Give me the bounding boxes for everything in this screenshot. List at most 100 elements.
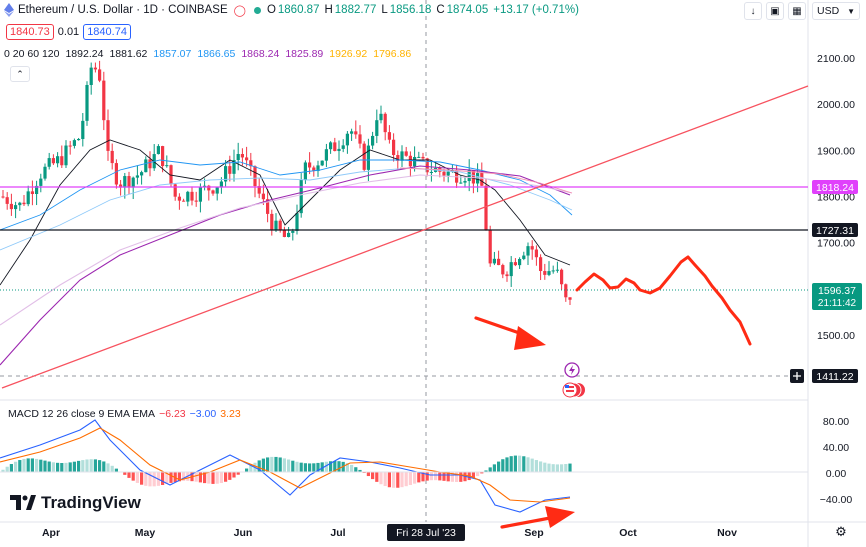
macd-histogram-bar [333,461,337,472]
candle-body [102,80,106,121]
trend-line[interactable] [1,85,809,389]
candle-body [350,131,354,134]
candle-body [358,134,362,144]
macd-histogram-bar [35,458,39,472]
macd-histogram-bar [81,460,85,472]
candle-body [404,151,408,156]
macd-legend[interactable]: MACD 12 26 close 9 EMA EMA −6.23 −3.00 3… [8,408,241,420]
macd-histogram-bar [64,462,68,472]
macd-histogram-bar [366,472,370,477]
symbol-legend[interactable]: Ethereum / U.S. Dollar · 1D · COINBASE ◯… [0,0,579,20]
macd-histogram-bar [476,472,480,477]
macd-histogram-bar [98,460,102,472]
macd-histogram-bar [194,472,198,482]
macd-histogram-bar [329,461,333,472]
candle-body [81,120,85,140]
candle-body [442,171,446,176]
camera-icon[interactable]: ▣ [766,2,784,20]
candle-body [72,140,76,146]
candlestick-series[interactable] [1,60,572,305]
candle-body [43,166,47,179]
macd-histogram-bar [400,472,404,488]
candle-body [371,135,375,146]
candle-body [547,271,551,275]
candle-body [383,113,387,133]
currency-select[interactable]: USD ▼ [812,2,860,20]
macd-histogram-bar [257,460,261,472]
macd-histogram-bar [425,472,429,481]
macd-histogram-bar [93,459,97,472]
macd-histogram-bar [249,465,253,472]
gear-icon[interactable]: ⚙ [835,524,847,539]
buy-price-button[interactable]: 1840.74 [83,24,131,40]
macd-histogram-bar [501,459,505,472]
candle-body [539,257,543,272]
candle-body [463,181,467,183]
collapse-legend-chevron-up-icon[interactable]: ⌃ [10,66,30,82]
candle-body [513,262,517,266]
macd-histogram-bar [404,472,408,487]
candle-body [177,196,181,201]
candle-body [270,213,274,231]
macd-histogram-bar [228,472,232,480]
arrow-down-icon[interactable]: ↓ [744,2,762,20]
macd-histogram-bar [434,472,438,481]
chevron-down-icon: ▼ [847,6,855,16]
candle-body [471,170,475,184]
ethereum-icon [4,3,14,17]
candle-body [379,113,383,121]
candle-body [249,160,253,167]
candle-body [568,297,572,300]
layout-icon[interactable]: ▦ [788,2,806,20]
macd-axis[interactable]: 80.00 40.00 0.00 −40.00 [820,416,853,506]
red-arrow-annotation[interactable] [474,316,546,350]
macd-histogram-bar [539,461,543,472]
candle-body [555,269,559,271]
candle-body [232,160,236,174]
candle-body [257,186,261,194]
candle-body [291,230,295,233]
black-line-price-tag: 1727.31 [812,223,858,237]
tradingview-logo[interactable]: TradingView [10,493,141,513]
candle-body [194,200,198,202]
candle-body [60,156,64,166]
price-tick-label: 1800.00 [817,192,855,204]
price-change: +13.17 (+0.71%) [493,4,579,16]
candle-body [341,145,345,149]
macd-histogram-bar [421,472,425,482]
us-flag-event-icon[interactable] [562,382,585,398]
time-tick-label: Jul [330,527,345,539]
macd-histogram-bar [144,472,148,486]
macd-histogram-bar [324,461,328,472]
price-axis[interactable]: 2100.00 2000.00 1900.00 1800.00 1700.00 1500.… [817,53,855,342]
lightning-event-icon[interactable] [564,362,580,378]
macd-settings-label[interactable]: MACD 12 26 close 9 EMA EMA [8,408,156,420]
candle-body [362,143,366,170]
ma-settings-label[interactable]: 0 20 60 120 [4,48,60,60]
macd-histogram-bar [102,461,106,472]
macd-histogram-bar [450,472,454,482]
macd-histogram-bar [211,472,215,484]
candle-body [417,156,421,158]
candle-body [387,132,391,140]
red-arrow-annotation-macd[interactable] [500,506,575,529]
moving-average-legend[interactable]: 0 20 60 120 1892.24 1881.62 1857.07 1866… [4,48,412,60]
tradingview-logo-icon [10,495,36,510]
candle-body [492,258,496,264]
candle-body [190,191,194,201]
time-tick-label: May [135,527,156,539]
candle-body [253,166,257,187]
projected-path-drawing[interactable] [575,255,752,346]
time-axis[interactable]: Apr May Jun Jul Sep Oct Nov [42,527,737,539]
macd-histogram-bar [165,472,169,484]
moving-average-line [0,174,573,326]
sell-price-button[interactable]: 1840.73 [6,24,54,40]
macd-histogram-bar [282,458,286,472]
symbol-title[interactable]: Ethereum / U.S. Dollar · 1D · COINBASE [18,4,228,16]
macd-histogram-bar [278,457,282,472]
candle-body [560,269,564,285]
candle-body [198,187,202,202]
macd-histogram-bar [110,465,114,472]
svg-text:1818.24: 1818.24 [816,182,854,194]
